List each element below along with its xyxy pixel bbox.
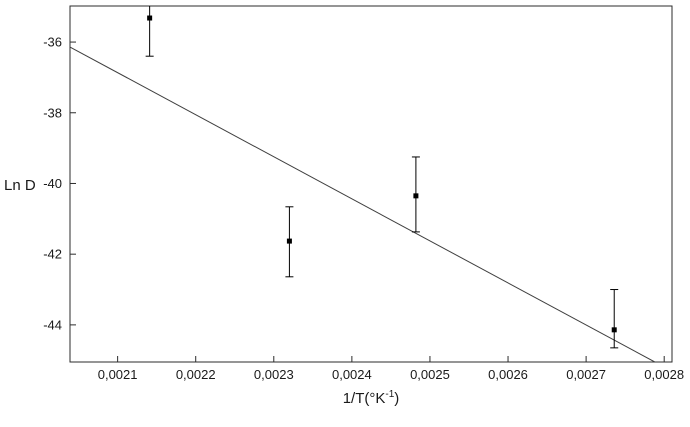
x-tick-label: 0,0025 [410,367,450,382]
x-axis-label: 1/T(°K-1) [70,389,672,407]
y-tick-label: -42 [43,247,62,262]
x-axis-label-text: 1/T(°K [342,390,386,407]
data-point [147,15,153,21]
x-tick-label: 0,0023 [254,367,294,382]
plot-frame [69,5,673,363]
fit-line [70,46,656,362]
x-tick-label: 0,0022 [176,367,216,382]
error-bar-group [610,289,619,349]
y-tick-label: -36 [43,35,62,50]
data-point [413,193,419,199]
data-point [611,327,617,333]
x-tick-label: 0,0026 [488,367,528,382]
x-tick-label: 0,0024 [332,367,372,382]
x-tick-label: 0,0028 [644,367,684,382]
x-axis-label-superscript: -1 [385,389,395,400]
y-tick-label: -40 [43,176,62,191]
y-tick-label: -38 [43,105,62,120]
y-axis-label: Ln D [4,177,36,194]
y-tick-label: -44 [43,317,62,332]
data-point [286,238,292,244]
x-axis-label-close: ) [394,390,400,407]
x-tick-label: 0,0027 [566,367,606,382]
x-tick-label: 0,0021 [98,367,138,382]
error-bar-group [145,6,154,57]
